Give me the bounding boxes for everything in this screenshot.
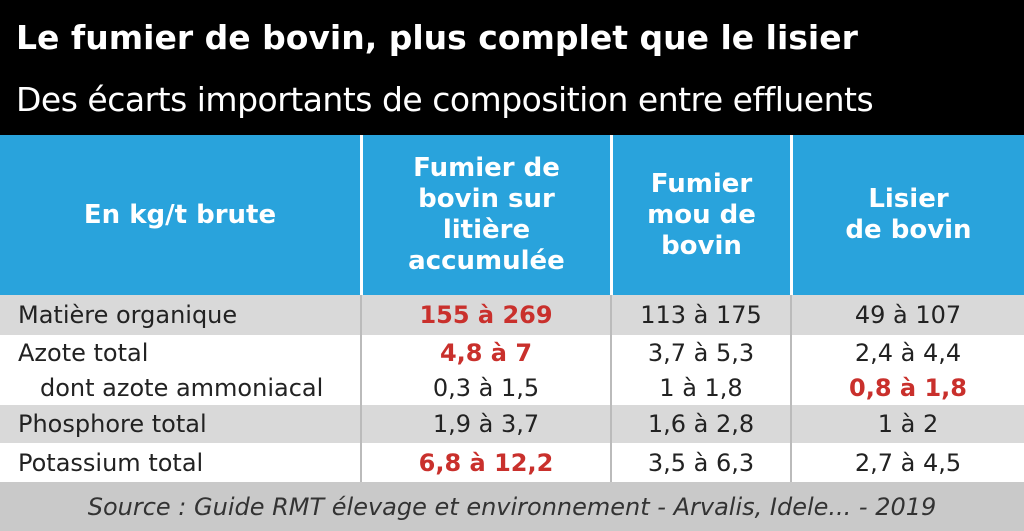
row-label: Potassium total (18, 448, 204, 477)
table-cell: 0,8 à 1,8 (790, 370, 1024, 405)
column-header: Lisier de bovin (790, 135, 1024, 295)
subtitle: Des écarts importants de composition ent… (16, 80, 874, 119)
row-band (0, 370, 1024, 405)
table-cell: 2,4 à 4,4 (790, 335, 1024, 370)
table-cell: 1 à 2 (790, 405, 1024, 443)
column-header: Fumier de bovin sur litière accumulée (360, 135, 610, 295)
table-cell: 4,8 à 7 (360, 335, 610, 370)
column-header: En kg/t brute (0, 135, 360, 295)
row-label: Phosphore total (18, 410, 207, 438)
source: Source : Guide RMT élevage et environnem… (0, 482, 1024, 531)
table-cell: 2,7 à 4,5 (790, 443, 1024, 482)
table-cell: 155 à 269 (360, 295, 610, 335)
table-cell: 49 à 107 (790, 295, 1024, 335)
column-header: Fumier mou de bovin (610, 135, 790, 295)
table-cell: 1,9 à 3,7 (360, 405, 610, 443)
row-label: Azote total (18, 338, 149, 367)
row-label: dont azote ammoniacal (40, 373, 324, 402)
row-band (0, 335, 1024, 370)
row-label: Matière organique (18, 301, 238, 329)
row-band (0, 405, 1024, 443)
table-cell: 1 à 1,8 (610, 370, 790, 405)
table-cell: 3,5 à 6,3 (610, 443, 790, 482)
row-band (0, 443, 1024, 482)
row-band (0, 295, 1024, 335)
table-cell: 0,3 à 1,5 (360, 370, 610, 405)
table-cell: 6,8 à 12,2 (360, 443, 610, 482)
table-cell: 1,6 à 2,8 (610, 405, 790, 443)
header-band (0, 0, 1024, 135)
table-cell: 3,7 à 5,3 (610, 335, 790, 370)
table-cell: 113 à 175 (610, 295, 790, 335)
title: Le fumier de bovin, plus complet que le … (16, 18, 858, 57)
